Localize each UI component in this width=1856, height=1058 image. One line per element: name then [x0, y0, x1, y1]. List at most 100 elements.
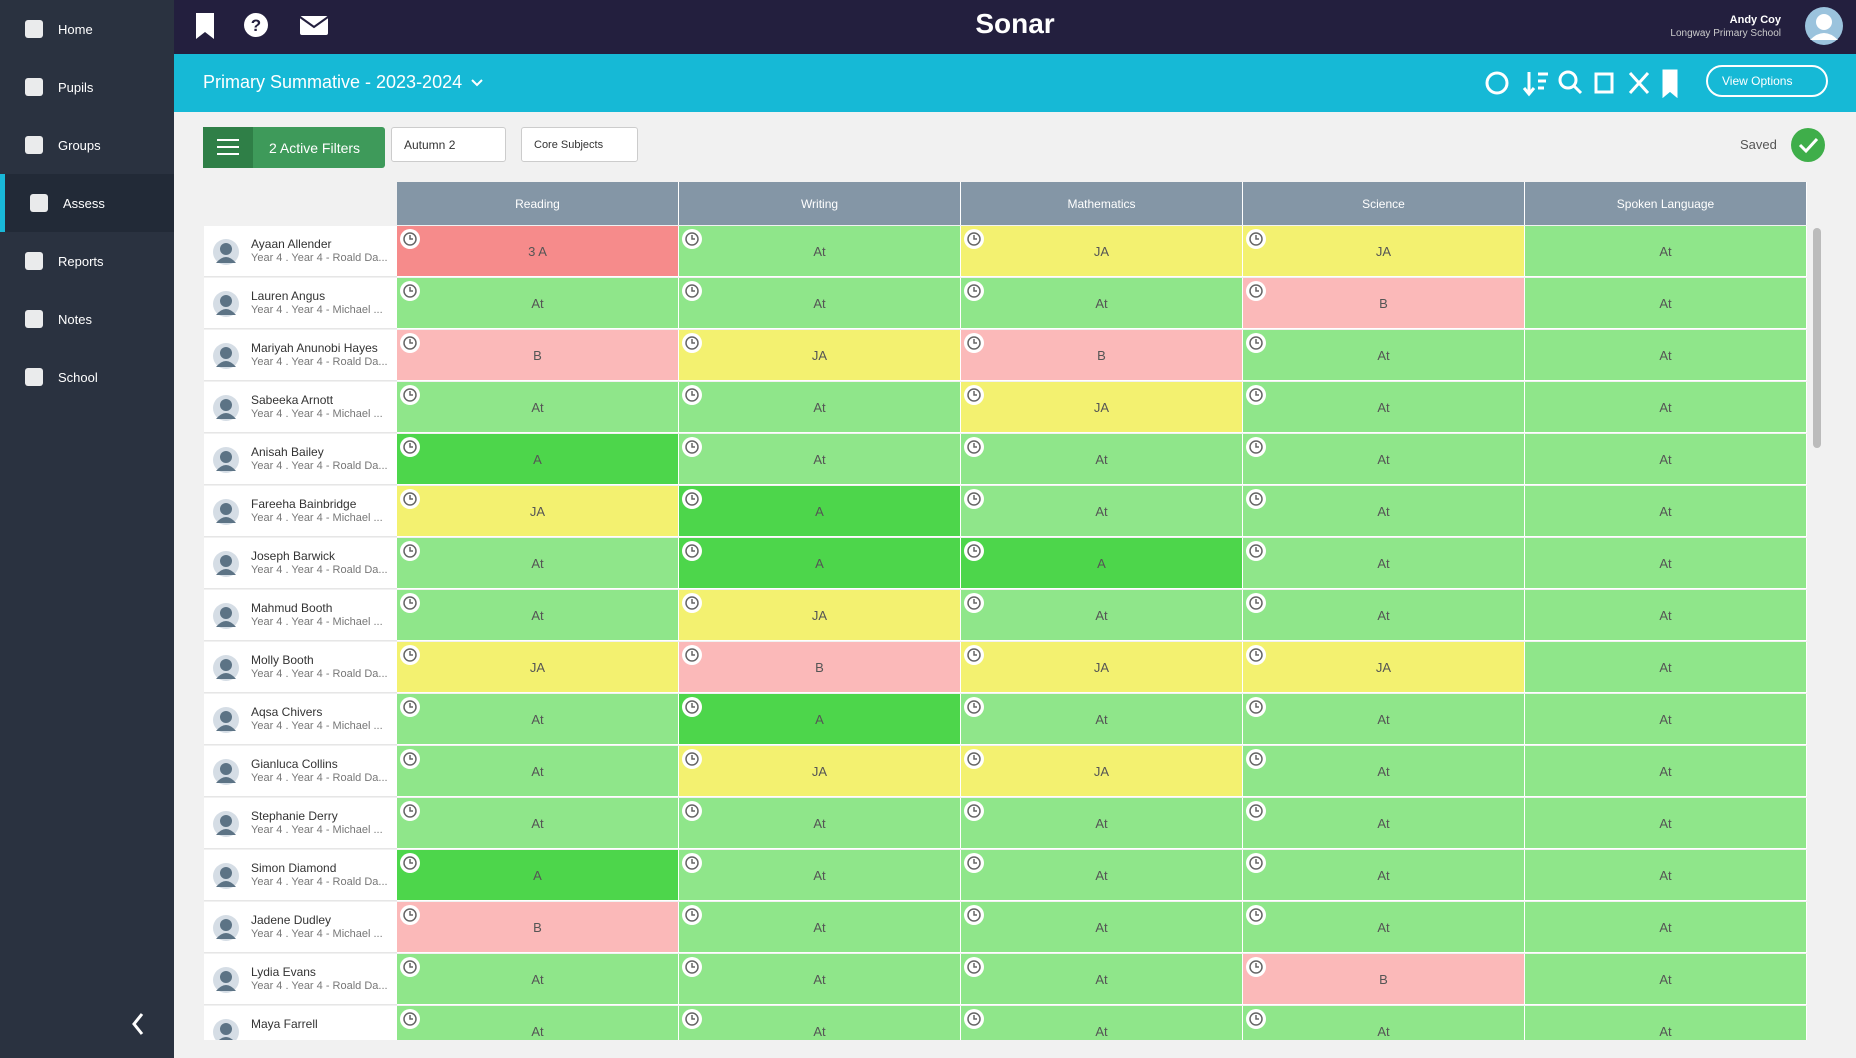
history-icon[interactable] — [963, 956, 985, 978]
history-icon[interactable] — [681, 540, 703, 562]
grade-cell[interactable]: At — [1243, 434, 1525, 485]
grade-cell[interactable]: B — [1243, 278, 1525, 329]
grade-cell[interactable]: At — [961, 486, 1243, 537]
history-icon[interactable] — [681, 280, 703, 302]
history-icon[interactable] — [963, 800, 985, 822]
history-icon[interactable] — [399, 904, 421, 926]
column-header[interactable]: Reading — [397, 182, 679, 225]
grade-cell[interactable]: A — [679, 694, 961, 745]
avatar[interactable] — [1804, 6, 1844, 46]
nav-item[interactable]: Assess — [0, 174, 174, 232]
history-icon[interactable] — [1245, 1008, 1267, 1030]
grade-cell[interactable]: At — [961, 694, 1243, 745]
history-icon[interactable] — [681, 332, 703, 354]
grade-cell[interactable]: At — [679, 798, 961, 849]
history-icon[interactable] — [1245, 904, 1267, 926]
pupil-row[interactable]: Molly Booth Year 4 . Year 4 - Roald Da... — [204, 642, 397, 693]
pupil-row[interactable]: Stephanie Derry Year 4 . Year 4 - Michael… — [204, 798, 397, 849]
history-icon[interactable] — [1245, 800, 1267, 822]
nav-item[interactable]: Notes — [0, 290, 174, 348]
history-icon[interactable] — [963, 384, 985, 406]
history-icon[interactable] — [1245, 384, 1267, 406]
grade-cell[interactable]: At — [1525, 382, 1807, 433]
grade-cell[interactable]: A — [397, 850, 679, 901]
grade-cell[interactable]: At — [961, 850, 1243, 901]
nav-item[interactable]: Pupils — [0, 58, 174, 116]
grade-cell[interactable]: At — [397, 746, 679, 797]
history-icon[interactable] — [681, 852, 703, 874]
grade-cell[interactable]: At — [397, 954, 679, 1005]
history-icon[interactable] — [681, 384, 703, 406]
grade-cell[interactable]: At — [1525, 798, 1807, 849]
grade-cell[interactable]: At — [397, 538, 679, 589]
history-icon[interactable] — [1245, 436, 1267, 458]
grade-cell[interactable]: At — [397, 278, 679, 329]
grade-cell[interactable]: At — [397, 590, 679, 641]
history-icon[interactable] — [1245, 644, 1267, 666]
grade-cell[interactable]: At — [1525, 902, 1807, 953]
history-icon[interactable] — [399, 540, 421, 562]
history-icon[interactable] — [399, 228, 421, 250]
grade-cell[interactable]: At — [1525, 226, 1807, 277]
grade-cell[interactable]: JA — [1243, 226, 1525, 277]
history-icon[interactable] — [681, 592, 703, 614]
grade-cell[interactable]: B — [679, 642, 961, 693]
pupil-row[interactable]: Sabeeka Arnott Year 4 . Year 4 - Michael … — [204, 382, 397, 433]
grade-cell[interactable]: At — [961, 434, 1243, 485]
tool-icons[interactable] — [1484, 68, 1684, 98]
history-icon[interactable] — [1245, 592, 1267, 614]
grade-cell[interactable]: JA — [679, 330, 961, 381]
pupil-row[interactable]: Ayaan Allender Year 4 . Year 4 - Roald Da… — [204, 226, 397, 277]
history-icon[interactable] — [681, 904, 703, 926]
grade-cell[interactable]: At — [1243, 902, 1525, 953]
history-icon[interactable] — [1245, 852, 1267, 874]
history-icon[interactable] — [963, 228, 985, 250]
grade-cell[interactable]: At — [1525, 954, 1807, 1005]
grade-cell[interactable]: At — [1243, 330, 1525, 381]
pupil-row[interactable]: Lydia Evans Year 4 . Year 4 - Roald Da... — [204, 954, 397, 1005]
history-icon[interactable] — [681, 800, 703, 822]
history-icon[interactable] — [1245, 228, 1267, 250]
history-icon[interactable] — [399, 644, 421, 666]
grade-cell[interactable]: At — [1525, 850, 1807, 901]
grade-cell[interactable]: At — [1525, 1006, 1807, 1040]
history-icon[interactable] — [399, 332, 421, 354]
grade-cell[interactable]: At — [1243, 798, 1525, 849]
pupil-row[interactable]: Aqsa Chivers Year 4 . Year 4 - Michael ..… — [204, 694, 397, 745]
grade-cell[interactable]: At — [679, 1006, 961, 1040]
grade-cell[interactable]: JA — [1243, 642, 1525, 693]
history-icon[interactable] — [963, 696, 985, 718]
grade-cell[interactable]: At — [1525, 642, 1807, 693]
history-icon[interactable] — [399, 280, 421, 302]
pupil-row[interactable]: Simon Diamond Year 4 . Year 4 - Roald Da.… — [204, 850, 397, 901]
grade-cell[interactable]: At — [679, 382, 961, 433]
history-icon[interactable] — [1245, 280, 1267, 302]
column-header[interactable]: Science — [1243, 182, 1525, 225]
grade-cell[interactable]: JA — [961, 642, 1243, 693]
pupil-row[interactable]: Maya Farrell — [204, 1006, 397, 1040]
grade-cell[interactable]: At — [961, 902, 1243, 953]
grade-cell[interactable]: At — [1525, 590, 1807, 641]
history-icon[interactable] — [963, 332, 985, 354]
column-header[interactable]: Spoken Language — [1525, 182, 1807, 225]
grade-cell[interactable]: At — [1243, 850, 1525, 901]
history-icon[interactable] — [1245, 540, 1267, 562]
grade-cell[interactable]: A — [679, 538, 961, 589]
grade-cell[interactable]: At — [679, 954, 961, 1005]
history-icon[interactable] — [399, 748, 421, 770]
history-icon[interactable] — [681, 748, 703, 770]
grade-cell[interactable]: At — [397, 694, 679, 745]
history-icon[interactable] — [681, 488, 703, 510]
grade-cell[interactable]: At — [679, 434, 961, 485]
nav-item[interactable]: Reports — [0, 232, 174, 290]
history-icon[interactable] — [963, 488, 985, 510]
history-icon[interactable] — [963, 280, 985, 302]
top-icons[interactable]: ? — [194, 11, 334, 41]
grade-cell[interactable]: JA — [961, 382, 1243, 433]
history-icon[interactable] — [963, 904, 985, 926]
grade-cell[interactable]: At — [1243, 590, 1525, 641]
pupil-row[interactable]: Lauren Angus Year 4 . Year 4 - Michael ..… — [204, 278, 397, 329]
history-icon[interactable] — [963, 592, 985, 614]
grade-cell[interactable]: JA — [679, 746, 961, 797]
grade-cell[interactable]: At — [1525, 746, 1807, 797]
